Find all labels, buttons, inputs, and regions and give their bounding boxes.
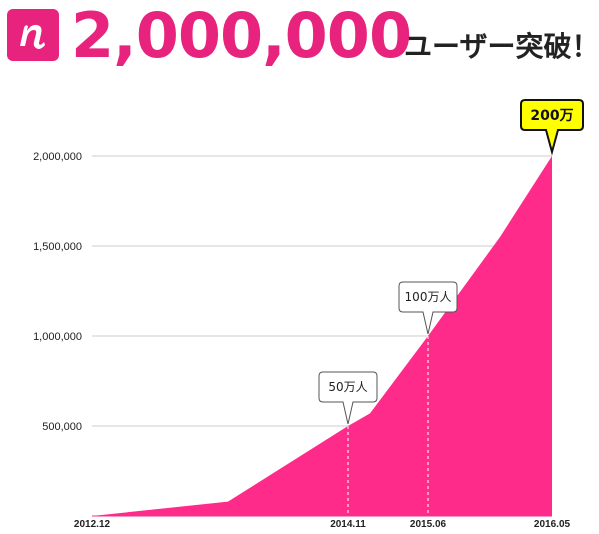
x-tick-label: 2014.11 [330, 519, 366, 530]
user-count-headline: 2,000,000 [71, 0, 412, 72]
milestone-callout: 100万人 [398, 281, 458, 335]
y-tick-label: 500,000 [42, 421, 82, 433]
milestone-badge: 200万 [520, 99, 584, 156]
x-tick-label: 2016.05 [534, 519, 571, 530]
growth-area [92, 156, 552, 516]
y-tick-label: 2,000,000 [33, 151, 82, 163]
x-tick-label: 2015.06 [410, 519, 447, 530]
milestone-label: 200万 [530, 108, 573, 124]
milestone-callout: 50万人 [318, 371, 378, 425]
headline-suffix: ユーザー突破！ [404, 30, 599, 63]
milestone-label: 50万人 [328, 380, 367, 394]
y-tick-label: 1,500,000 [33, 241, 82, 253]
x-tick-label: 2012.12 [74, 519, 111, 530]
milestone-label: 100万人 [405, 290, 452, 304]
logo [7, 9, 59, 61]
n-logo-icon [20, 24, 45, 49]
y-tick-label: 1,000,000 [33, 331, 82, 343]
